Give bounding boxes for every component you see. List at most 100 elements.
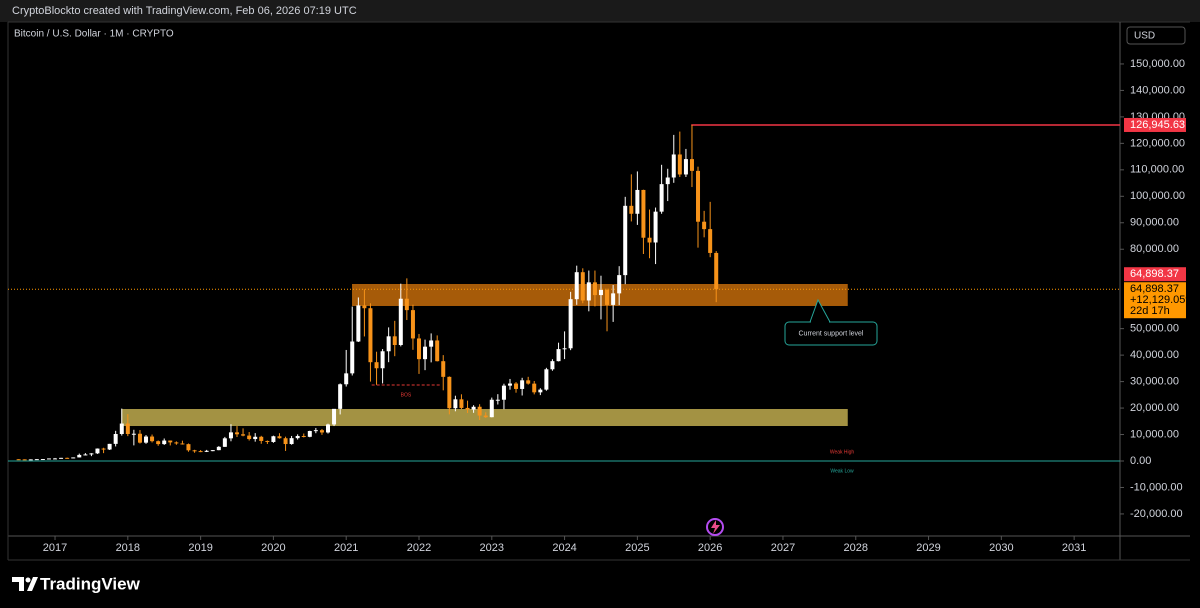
x-tick-label: 2018 <box>116 542 140 554</box>
candle-body <box>429 340 434 347</box>
candle-body <box>532 383 537 393</box>
candle-body <box>568 299 573 349</box>
candle-body <box>447 376 452 409</box>
candle-body <box>137 433 142 443</box>
logo-dot <box>25 577 31 583</box>
candle-body <box>295 435 300 439</box>
candle-body <box>125 423 130 435</box>
candle-body <box>556 349 561 362</box>
candle-body <box>392 336 397 346</box>
candle-body <box>465 407 470 410</box>
x-tick-label: 2019 <box>188 542 212 554</box>
candle-body <box>113 434 118 444</box>
candle-body <box>380 351 385 369</box>
x-tick-label: 2027 <box>771 542 795 554</box>
candle-body <box>235 432 240 435</box>
y-tick-label: 120,000.00 <box>1130 137 1185 149</box>
candle-body <box>671 154 676 178</box>
candle-body <box>617 275 622 294</box>
weak-high: Weak High <box>830 449 855 455</box>
x-tick-label: 2029 <box>916 542 940 554</box>
callout: Current support level <box>784 298 878 346</box>
currency: USD <box>1134 31 1155 42</box>
candle-body <box>374 362 379 369</box>
candle-body <box>507 383 512 386</box>
ath-label-box <box>1124 117 1186 132</box>
candle-body <box>453 399 458 409</box>
countdown: 22d 17h <box>1130 305 1170 317</box>
candle-body <box>332 408 337 425</box>
candle-body <box>271 436 276 442</box>
candle-body <box>665 177 670 185</box>
candle-body <box>65 457 70 459</box>
candle-body <box>192 450 197 452</box>
y-tick-label: 0.00 <box>1130 455 1151 467</box>
candle-body <box>95 448 100 454</box>
candle-body <box>265 440 270 442</box>
candle-body <box>605 289 610 305</box>
candle-body <box>435 340 440 362</box>
candle-body <box>216 446 221 451</box>
candle-body <box>677 154 682 175</box>
price-labels: 126,945.6364,898.3764,898.37+12,129.05%2… <box>1124 117 1195 319</box>
candle-body <box>410 310 415 339</box>
ath-label: 126,945.63 <box>1130 119 1185 131</box>
candle-body <box>483 415 488 418</box>
candle-body <box>253 436 258 440</box>
icon-ring <box>706 518 724 536</box>
y-tick-label: 30,000.00 <box>1130 375 1179 387</box>
candle-body <box>550 361 555 370</box>
candle-body <box>368 308 373 363</box>
candle-body <box>259 436 264 441</box>
candle-body <box>28 459 33 461</box>
candle-body <box>77 454 82 458</box>
candle-body <box>277 436 282 439</box>
candle-body <box>174 442 179 444</box>
candle-body <box>386 336 391 352</box>
candle-body <box>228 432 233 439</box>
y-tick-label: 100,000.00 <box>1130 190 1185 202</box>
candle-body <box>580 272 585 301</box>
candle-body <box>356 305 361 342</box>
candle-body <box>83 454 88 456</box>
candle-body <box>156 441 161 445</box>
prev-label: 64,898.37 <box>1130 268 1179 280</box>
logo-shape <box>12 577 24 591</box>
candle-body <box>283 438 288 445</box>
bos-label: BOS <box>401 392 412 398</box>
x-tick-label: 2023 <box>480 542 504 554</box>
candle-body <box>326 424 331 433</box>
x-tick-label: 2030 <box>989 542 1013 554</box>
currency-box <box>1126 26 1186 45</box>
candle-body <box>289 438 294 445</box>
candle-body <box>398 298 403 346</box>
candle-body <box>22 459 27 461</box>
candle-body <box>477 406 482 416</box>
current-change: +12,129.05% <box>1130 294 1195 306</box>
x-tick-label: 2017 <box>43 542 67 554</box>
x-tick-label: 2026 <box>698 542 722 554</box>
candle-body <box>247 435 252 440</box>
candle-body <box>623 205 628 276</box>
candle-body <box>586 282 591 301</box>
y-tick-label: 90,000.00 <box>1130 217 1179 229</box>
y-tick-label: -10,000.00 <box>1130 481 1183 493</box>
candle-body <box>89 453 94 455</box>
x-tick-label: 2022 <box>407 542 431 554</box>
candle-body <box>46 458 51 460</box>
y-tick-label: 80,000.00 <box>1130 243 1179 255</box>
y-tick-label: 20,000.00 <box>1130 402 1179 414</box>
x-tick-label: 2020 <box>261 542 285 554</box>
x-tick-label: 2024 <box>552 542 576 554</box>
candle-body <box>53 458 58 460</box>
candle-body <box>641 189 646 238</box>
candle-body <box>107 443 112 450</box>
candle-body <box>683 159 688 175</box>
brand-logo <box>12 577 38 591</box>
candle-body <box>34 459 39 461</box>
candle-body <box>362 305 367 309</box>
candle-body <box>210 450 215 452</box>
candle-body <box>222 438 227 447</box>
candle-body <box>40 459 45 461</box>
candle-body <box>538 389 543 393</box>
